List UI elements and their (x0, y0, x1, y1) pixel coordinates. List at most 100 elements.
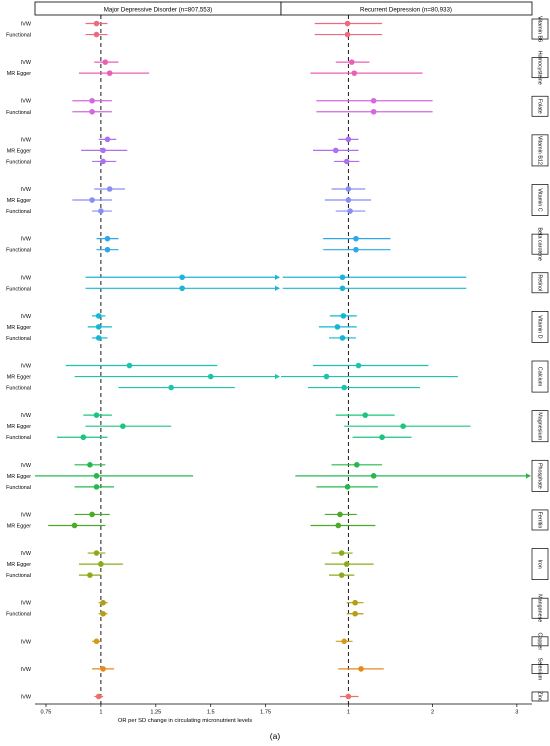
group-strip (531, 57, 549, 79)
point-estimate (179, 285, 185, 292)
point-estimate (379, 434, 385, 441)
group-strip-label: Calcium (537, 367, 543, 387)
method-label: IVW (21, 639, 32, 645)
point-estimate (344, 31, 351, 38)
method-label: MR Egger (7, 474, 31, 480)
group-strip-label: Magnesium (537, 412, 543, 440)
method-label: IVW (21, 364, 32, 370)
point-estimate (339, 274, 346, 281)
point-estimate (93, 638, 100, 645)
point-estimate (341, 638, 347, 645)
group-strip (531, 509, 549, 531)
method-label: MR Egger (7, 198, 31, 204)
point-estimate (345, 693, 352, 700)
point-estimate (93, 550, 100, 556)
x-tick-label: 1.25 (150, 710, 161, 716)
point-estimate (338, 550, 345, 556)
group-strip (531, 184, 549, 216)
point-estimate (95, 335, 102, 341)
method-label: IVW (21, 601, 32, 607)
point-estimate (354, 462, 360, 468)
method-label: Functional (6, 209, 31, 215)
point-estimate (353, 235, 359, 242)
point-estimate (95, 693, 102, 700)
panel-title-mdd: Major Depressive Disorder (n=807,553) (104, 7, 213, 14)
x-tick-label: 1 (99, 710, 102, 716)
point-estimate (104, 235, 111, 242)
point-estimate (352, 610, 358, 617)
group-strip-label: Copper (537, 632, 543, 650)
point-estimate (126, 362, 133, 369)
group-strip (531, 548, 549, 580)
x-tick-label: 2 (431, 710, 434, 716)
point-estimate (93, 484, 100, 490)
group-strip-label: Retinol (537, 274, 543, 291)
group-strip (531, 233, 549, 255)
group-strip (531, 134, 549, 167)
group-strip (531, 272, 549, 294)
point-estimate (87, 462, 93, 468)
point-estimate (348, 59, 355, 65)
group-strip-label: Zinc (537, 691, 543, 701)
point-estimate (344, 484, 351, 490)
group-strip-label: Folate (537, 99, 543, 114)
group-strip-label: Phosphate (537, 463, 543, 489)
group-strip-label: Vitamin D (537, 315, 543, 338)
point-estimate (106, 70, 113, 76)
method-label: Functional (6, 336, 31, 342)
point-estimate (370, 108, 377, 115)
point-estimate (100, 610, 106, 617)
point-estimate (339, 285, 346, 292)
method-label: IVW (21, 137, 32, 143)
point-estimate (337, 511, 343, 518)
point-estimate (332, 147, 339, 154)
point-estimate (345, 136, 352, 143)
point-estimate (89, 108, 95, 115)
method-label: Functional (6, 386, 31, 392)
group-strip (531, 636, 549, 647)
method-label: IVW (21, 22, 32, 28)
point-estimate (400, 423, 406, 429)
method-label: MR Egger (7, 424, 31, 430)
group-strip-label: Vitamin B12 (537, 136, 543, 165)
point-estimate (355, 362, 362, 369)
point-estimate (370, 97, 377, 104)
ci-arrow (275, 373, 280, 380)
method-label: IVW (21, 463, 32, 469)
point-estimate (120, 423, 126, 429)
method-label: IVW (21, 187, 32, 193)
method-label: Functional (6, 612, 31, 618)
figure-panel-label: (a) (270, 731, 281, 741)
group-strip (531, 360, 549, 393)
point-estimate (98, 561, 104, 567)
group-strip (531, 597, 549, 619)
point-estimate (351, 70, 358, 76)
x-axis-label: OR per SD change in circulating micronut… (118, 718, 252, 724)
point-estimate (98, 208, 104, 214)
group-strip-label: Vitamin B6 (537, 16, 543, 42)
method-label: Functional (6, 286, 31, 292)
group-strip (531, 410, 549, 443)
method-label: MR Egger (7, 148, 31, 154)
ci-arrow (526, 473, 531, 479)
method-label: Functional (6, 573, 31, 579)
point-estimate (80, 434, 87, 441)
point-estimate (343, 561, 350, 567)
method-label: IVW (21, 275, 32, 281)
panel-title-rd: Recurrent Depression (n=80,933) (360, 7, 452, 14)
point-estimate (95, 313, 102, 319)
x-tick-label: 1.5 (207, 710, 215, 716)
point-estimate (93, 473, 100, 479)
method-label: Functional (6, 435, 31, 441)
method-label: IVW (21, 413, 32, 419)
method-label: IVW (21, 694, 32, 700)
group-strip (531, 18, 549, 40)
group-strip-label: Ferritin (537, 512, 543, 529)
point-estimate (370, 473, 377, 479)
method-label: MR Egger (7, 523, 31, 529)
group-strip-label: Iron (537, 559, 543, 568)
method-label: IVW (21, 667, 32, 673)
point-estimate (93, 20, 100, 27)
point-estimate (344, 20, 351, 27)
method-label: IVW (21, 512, 32, 518)
